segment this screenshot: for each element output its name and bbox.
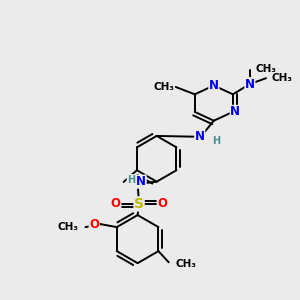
Text: H: H [127, 175, 135, 184]
Text: N: N [245, 77, 255, 91]
Text: CH₃: CH₃ [58, 222, 79, 232]
Text: CH₃: CH₃ [153, 82, 174, 92]
Text: CH₃: CH₃ [272, 73, 293, 83]
Text: H: H [212, 136, 220, 146]
Text: O: O [158, 197, 168, 210]
Text: CH₃: CH₃ [255, 64, 276, 74]
Text: N: N [136, 175, 146, 188]
Text: N: N [230, 105, 240, 119]
Text: O: O [111, 197, 121, 210]
Text: CH₃: CH₃ [175, 259, 196, 269]
Text: N: N [209, 79, 219, 92]
Text: S: S [134, 197, 144, 211]
Text: N: N [195, 130, 205, 143]
Text: O: O [89, 218, 99, 231]
